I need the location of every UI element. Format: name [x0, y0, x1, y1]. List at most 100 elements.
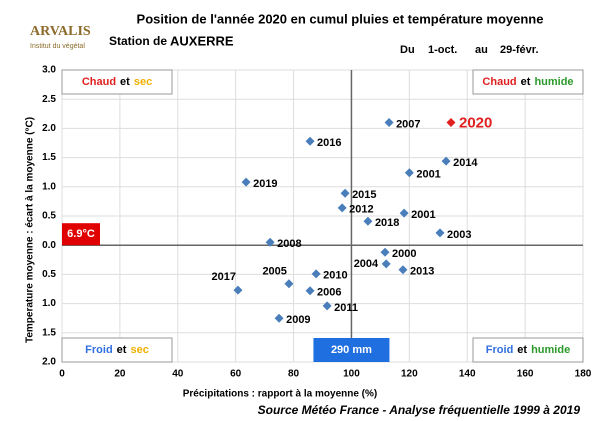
point-label: 2006	[317, 287, 341, 299]
x-tick-label: 60	[230, 369, 242, 380]
point-label: 2000	[392, 248, 416, 260]
logo-sub: Institut du végétal	[30, 43, 85, 50]
point	[305, 286, 315, 296]
point	[398, 265, 408, 275]
logo: ARVALIS	[30, 24, 91, 39]
corner-word: et	[517, 344, 527, 356]
point	[380, 247, 390, 257]
corner-word: Froid	[85, 344, 113, 356]
y-tick-label: 0.0	[42, 240, 56, 251]
point-label: 2019	[253, 178, 277, 190]
point-label: 2001	[416, 169, 440, 181]
x-tick-label: 160	[517, 369, 534, 380]
point	[381, 259, 391, 269]
y-tick-label: 2.0	[42, 123, 56, 134]
y-tick-label: 2.0	[42, 357, 56, 368]
point	[363, 216, 373, 226]
from: 1-oct.	[428, 44, 457, 56]
x-axis-label: Précipitations : rapport à la moyenne (%…	[183, 389, 377, 400]
y-tick-label: 1.0	[42, 298, 56, 309]
point-label: 2003	[447, 229, 471, 241]
point	[305, 136, 315, 146]
corner-word: sec	[130, 344, 148, 356]
corner-word: et	[120, 76, 130, 88]
point-label: 2011	[334, 302, 358, 314]
point	[233, 285, 243, 295]
y-tick-label: 0.5	[42, 269, 56, 280]
source: Source Météo France - Analyse fréquentie…	[258, 403, 581, 417]
point-label: 2004	[354, 258, 379, 270]
point	[311, 269, 321, 279]
point	[384, 118, 394, 128]
point	[340, 188, 350, 198]
y-tick-label: 2.5	[42, 94, 56, 105]
mean-temp-label: 6.9°C	[67, 228, 95, 240]
point-label: 2005	[262, 266, 286, 278]
corner-word: humide	[534, 76, 573, 88]
point-label: 2010	[323, 270, 347, 282]
y-tick-label: 1.5	[42, 152, 56, 163]
mean-rain-label: 290 mm	[331, 344, 372, 356]
corner-word: et	[521, 76, 531, 88]
x-tick-label: 140	[459, 369, 476, 380]
from-label: Du	[400, 44, 415, 56]
y-tick-label: 1.5	[42, 327, 56, 338]
corner-label: Chaud et humide	[482, 76, 573, 88]
corner-label: Froid et sec	[85, 344, 149, 356]
point	[274, 313, 284, 323]
point	[446, 118, 456, 128]
corner-label: Froid et humide	[486, 344, 570, 356]
y-tick-label: 0.5	[42, 211, 56, 222]
point-label: 2007	[396, 118, 420, 130]
corner-box	[61, 337, 173, 363]
x-tick-label: 120	[401, 369, 418, 380]
x-tick-label: 80	[288, 369, 300, 380]
corner-word: et	[117, 344, 127, 356]
corner-box	[472, 337, 584, 363]
corner-box	[61, 69, 173, 95]
x-tick-label: 20	[114, 369, 126, 380]
corner-word: humide	[531, 344, 570, 356]
highlight-label: 2020	[459, 115, 492, 132]
to: 29-févr.	[500, 44, 539, 56]
corner-word: Froid	[486, 344, 514, 356]
mean-rain-box	[313, 338, 390, 362]
corner-box	[472, 69, 584, 95]
point	[322, 301, 332, 311]
mean-temp-box	[62, 223, 100, 246]
y-axis-label: Temperature moyenne : écart à la moyenne…	[25, 117, 36, 343]
point-label: 2012	[349, 204, 373, 216]
point-label: 2015	[352, 189, 376, 201]
y-tick-label: 1.0	[42, 181, 56, 192]
point	[284, 279, 294, 289]
point	[241, 177, 251, 187]
point	[441, 156, 451, 166]
corner-word: Chaud	[82, 76, 116, 88]
point-label: 2013	[410, 266, 434, 278]
point	[337, 203, 347, 213]
x-tick-label: 40	[172, 369, 184, 380]
point	[399, 208, 409, 218]
point-label: 2014	[453, 157, 478, 169]
point-label: 2016	[317, 137, 341, 149]
x-tick-label: 180	[575, 369, 592, 380]
point	[435, 228, 445, 238]
y-tick-label: 3.0	[42, 65, 56, 76]
corner-word: sec	[134, 76, 152, 88]
x-tick-label: 0	[59, 369, 65, 380]
corner-word: Chaud	[482, 76, 516, 88]
point-label: 2008	[277, 238, 301, 250]
chart-title: Position de l'année 2020 en cumul pluies…	[137, 11, 544, 26]
point	[404, 168, 414, 178]
station-label: Station de	[109, 34, 167, 48]
point	[265, 237, 275, 247]
point-label: 2017	[211, 271, 235, 283]
point-label: 2009	[286, 314, 310, 326]
station: AUXERRE	[170, 33, 234, 48]
point-label: 2018	[375, 217, 399, 229]
point-label: 2001	[411, 209, 435, 221]
x-tick-label: 100	[343, 369, 360, 380]
to-label: au	[475, 44, 488, 56]
corner-label: Chaud et sec	[82, 76, 152, 88]
